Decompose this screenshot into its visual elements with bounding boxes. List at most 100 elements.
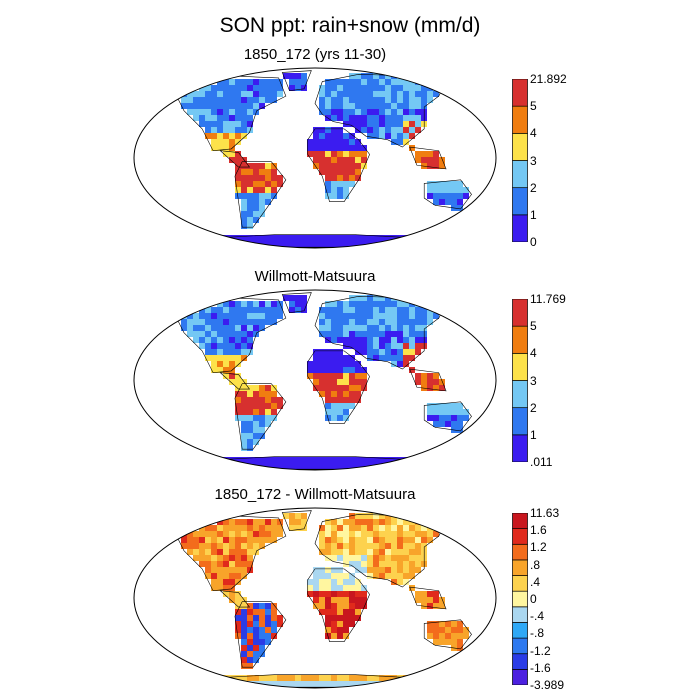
map-cell: [271, 415, 277, 421]
map-cell: [223, 127, 229, 133]
map-cell: [217, 549, 223, 555]
map-cell: [271, 531, 277, 537]
map-cell: [445, 187, 451, 193]
map-cell: [349, 337, 355, 343]
map-cell: [181, 97, 187, 103]
map-cell: [337, 331, 343, 337]
map-cell: [355, 235, 361, 241]
map-cell: [385, 525, 391, 531]
map-cell: [343, 573, 349, 579]
map-cell: [223, 567, 229, 573]
map-cell: [343, 519, 349, 525]
map-cell: [235, 355, 241, 361]
map-cell: [325, 235, 331, 241]
map-cell: [277, 531, 283, 537]
map-cell: [241, 103, 247, 109]
map-cell: [283, 681, 289, 687]
map-cell: [325, 597, 331, 603]
map-cell: [271, 91, 277, 97]
map-cell: [223, 151, 229, 157]
map-cell: [433, 415, 439, 421]
map-cell: [433, 151, 439, 157]
map-cell: [271, 609, 277, 615]
map-cell: [397, 355, 403, 361]
map-cell: [421, 519, 427, 525]
map-cell: [403, 549, 409, 555]
map-cell: [379, 675, 385, 681]
map-cell: [367, 561, 373, 567]
map-cell: [247, 103, 253, 109]
map-cell: [385, 109, 391, 115]
map-cell: [265, 519, 271, 525]
map-cell: [235, 331, 241, 337]
map-cell: [343, 409, 349, 415]
map-cell: [217, 343, 223, 349]
colorbar-tick-label: .4: [530, 574, 541, 589]
coastline-australia: [423, 401, 472, 432]
map-cell: [415, 325, 421, 331]
map-cell: [253, 421, 259, 427]
map-cell: [367, 121, 373, 127]
map-cell: [373, 73, 379, 79]
map-cell: [235, 463, 241, 469]
map-cell: [313, 157, 319, 163]
map-cell: [331, 85, 337, 91]
map-cell: [403, 331, 409, 337]
map-cell: [253, 627, 259, 633]
map-cell: [271, 519, 277, 525]
map-cell: [325, 603, 331, 609]
map-cell: [361, 115, 367, 121]
map-cell: [295, 241, 301, 247]
map-cell: [325, 241, 331, 247]
map-cell: [319, 385, 325, 391]
map-cell: [457, 187, 463, 193]
map-cell: [397, 133, 403, 139]
map-cell: [265, 457, 271, 463]
map-cell: [337, 193, 343, 199]
map-cell: [253, 415, 259, 421]
map-cell: [385, 573, 391, 579]
map-cell: [313, 127, 319, 133]
map-cell: [277, 85, 283, 91]
map-cell: [439, 633, 445, 639]
map-cell: [337, 385, 343, 391]
map-cell: [241, 445, 247, 451]
map-cell: [379, 561, 385, 567]
map-cell: [355, 91, 361, 97]
map-cell: [295, 79, 301, 85]
map-cell: [331, 193, 337, 199]
map-cell: [205, 573, 211, 579]
map-cell: [235, 627, 241, 633]
map-cell: [409, 295, 415, 301]
map-cell: [205, 121, 211, 127]
map-cell: [247, 301, 253, 307]
map-cell: [265, 85, 271, 91]
map-cell: [199, 531, 205, 537]
map-cell: [439, 415, 445, 421]
map-cell: [451, 639, 457, 645]
map-cell: [229, 127, 235, 133]
colorbar-tick-label: -.8: [530, 626, 545, 641]
map-cell: [397, 79, 403, 85]
map-cell: [235, 157, 241, 163]
map-cell: [355, 343, 361, 349]
map-cell: [259, 103, 265, 109]
map-cell: [349, 675, 355, 681]
colorbar-segment: [512, 543, 528, 561]
map-cell: [367, 337, 373, 343]
map-cell: [355, 385, 361, 391]
map-cell: [337, 337, 343, 343]
map-cell: [325, 313, 331, 319]
map-cell: [355, 121, 361, 127]
map-cell: [409, 313, 415, 319]
map-cell: [235, 313, 241, 319]
map-cell: [385, 531, 391, 537]
map-cell: [325, 379, 331, 385]
map-cell: [331, 681, 337, 687]
map-cell: [199, 537, 205, 543]
map-cell: [427, 313, 433, 319]
map-cell: [403, 543, 409, 549]
map-cell: [265, 415, 271, 421]
map-cell: [217, 525, 223, 531]
map-cell: [235, 549, 241, 555]
